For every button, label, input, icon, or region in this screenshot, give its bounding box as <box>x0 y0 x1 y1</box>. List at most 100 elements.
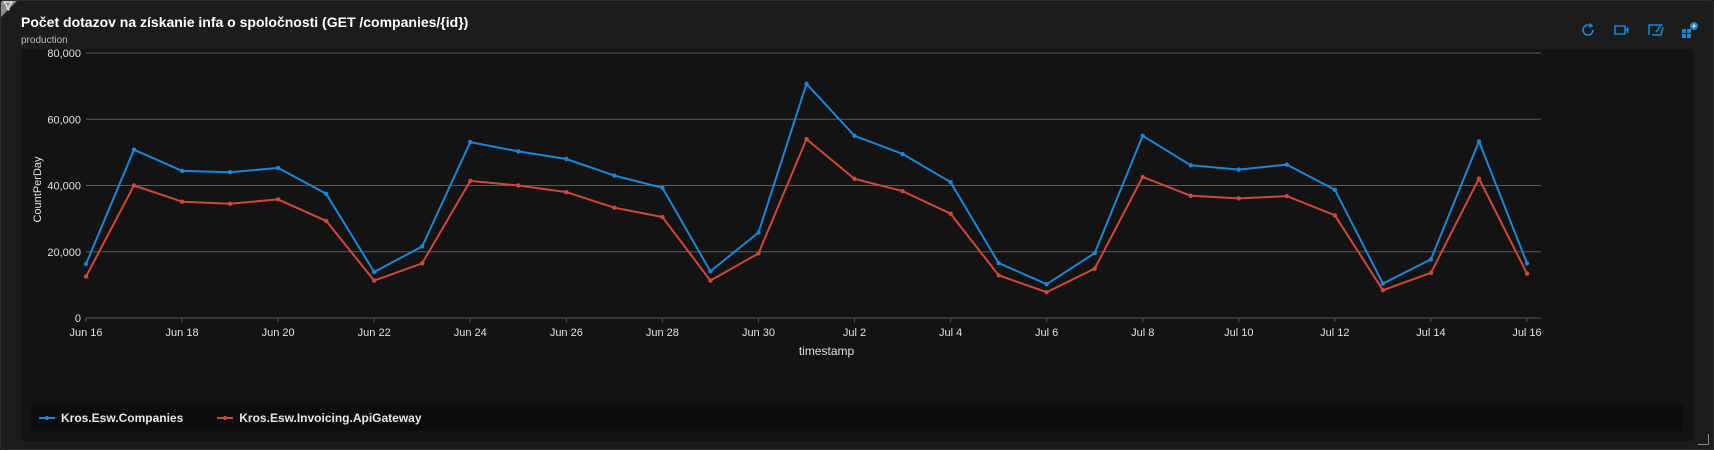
data-point-series-1 <box>1092 250 1097 256</box>
data-point-series-1 <box>420 244 425 249</box>
x-tick-label: Jun 22 <box>358 327 391 339</box>
data-point-series-1 <box>996 260 1001 266</box>
x-tick-label: Jul 4 <box>939 327 962 339</box>
pin-button[interactable] <box>1611 19 1633 41</box>
x-tick-label: Jul 8 <box>1131 327 1154 339</box>
data-point-series-1 <box>1044 282 1049 287</box>
x-tick-label: Jun 28 <box>646 327 679 339</box>
x-tick-label: Jun 18 <box>166 327 199 339</box>
y-tick-label: 40,000 <box>47 181 81 193</box>
data-point-series-2 <box>948 211 953 216</box>
x-tick-label: Jul 14 <box>1416 327 1445 339</box>
data-point-series-1 <box>1140 133 1145 139</box>
data-point-series-2 <box>83 274 89 279</box>
data-point-series-1 <box>948 179 953 185</box>
data-point-series-1 <box>275 165 281 171</box>
data-point-series-1 <box>179 168 185 174</box>
legend-item-apigateway[interactable]: Kros.Esw.Invoicing.ApiGateway <box>217 411 422 425</box>
data-point-series-1 <box>1524 261 1530 266</box>
data-point-series-1 <box>756 230 761 235</box>
resize-handle[interactable] <box>1698 434 1709 445</box>
data-point-series-2 <box>1140 174 1145 180</box>
data-point-series-1 <box>372 269 377 275</box>
x-tick-label: Jul 2 <box>843 327 866 339</box>
x-tick-label: Jun 26 <box>550 327 583 339</box>
legend-label: Kros.Esw.Companies <box>61 411 184 425</box>
x-tick-label: Jun 30 <box>742 327 775 339</box>
data-point-series-1 <box>900 151 905 157</box>
data-point-series-2 <box>1092 266 1097 271</box>
chart-legend: Kros.Esw.Companies Kros.Esw.Invoicing.Ap… <box>31 405 1683 431</box>
data-point-series-2 <box>275 197 281 202</box>
tile-toolbar <box>1577 19 1701 41</box>
tile-title: Počet dotazov na získanie infa o spoločn… <box>21 14 469 30</box>
x-axis-title: timestamp <box>799 344 855 358</box>
data-point-series-2 <box>1332 213 1338 218</box>
data-point-series-2 <box>372 278 377 283</box>
data-point-series-1 <box>1428 257 1434 262</box>
data-point-series-1 <box>1236 167 1242 172</box>
data-point-series-2 <box>131 183 137 188</box>
data-point-series-2 <box>756 251 761 256</box>
pin-icon <box>1614 25 1629 35</box>
data-point-series-2 <box>804 136 809 142</box>
y-tick-label: 20,000 <box>47 247 81 259</box>
legend-swatch-apigateway <box>217 416 234 420</box>
data-point-series-1 <box>83 261 89 267</box>
data-point-series-1 <box>227 170 233 175</box>
data-point-series-1 <box>1284 162 1290 167</box>
legend-swatch-companies <box>39 416 55 420</box>
data-point-series-1 <box>468 139 473 145</box>
data-point-series-1 <box>660 185 665 191</box>
data-point-series-1 <box>852 133 857 139</box>
data-point-series-2 <box>900 188 905 194</box>
data-point-series-2 <box>516 183 521 188</box>
refresh-button[interactable] <box>1577 19 1599 41</box>
edit-query-button[interactable] <box>1645 19 1667 41</box>
data-point-series-1 <box>131 147 137 152</box>
data-point-series-2 <box>660 214 665 220</box>
x-tick-label: Jul 16 <box>1512 327 1541 339</box>
data-point-series-1 <box>804 81 809 87</box>
data-point-series-1 <box>323 191 329 196</box>
data-point-series-2 <box>1524 271 1530 276</box>
data-point-series-2 <box>996 273 1001 278</box>
line-chart[interactable]: 0 20,000 40,000 60,000 80,000 Jun 16 Jun 18 Jun… <box>21 49 1693 441</box>
data-point-series-1 <box>1188 163 1193 168</box>
data-point-series-1 <box>708 269 713 274</box>
x-tick-label: Jun 24 <box>454 327 487 339</box>
legend-item-companies[interactable]: Kros.Esw.Companies <box>39 411 183 425</box>
x-tick-label: Jul 12 <box>1320 327 1349 339</box>
data-point-series-2 <box>564 189 569 195</box>
data-point-series-2 <box>1428 270 1434 276</box>
x-tick-label: Jul 10 <box>1224 327 1253 339</box>
data-point-series-1 <box>1380 281 1386 286</box>
x-tick-label: Jun 20 <box>262 327 295 339</box>
y-axis-title: CountPerDay <box>32 156 44 223</box>
data-point-series-2 <box>612 205 617 210</box>
data-point-series-2 <box>227 201 233 206</box>
y-tick-label: 60,000 <box>47 114 81 126</box>
data-point-series-1 <box>612 173 617 178</box>
data-point-series-2 <box>179 199 185 204</box>
data-point-series-2 <box>852 176 857 182</box>
data-point-series-2 <box>708 278 713 283</box>
workbooks-button[interactable] <box>1679 19 1701 41</box>
tile-subtitle: production <box>21 35 68 46</box>
y-tick-label: 80,000 <box>47 49 81 60</box>
data-point-series-2 <box>1044 289 1049 295</box>
data-point-series-1 <box>1332 187 1338 193</box>
refresh-icon <box>1582 22 1594 36</box>
series-line-1 <box>85 82 1528 286</box>
series-line-2 <box>85 138 1528 294</box>
data-point-series-2 <box>468 178 473 184</box>
filter-icon <box>3 1 13 11</box>
x-tick-label: Jul 6 <box>1035 327 1058 339</box>
legend-label: Kros.Esw.Invoicing.ApiGateway <box>239 411 422 425</box>
x-tick-label: Jun 16 <box>69 327 102 339</box>
data-point-series-1 <box>516 149 521 154</box>
data-point-series-2 <box>1284 193 1290 199</box>
workbooks-icon <box>1682 22 1698 38</box>
data-point-series-2 <box>1476 176 1482 181</box>
